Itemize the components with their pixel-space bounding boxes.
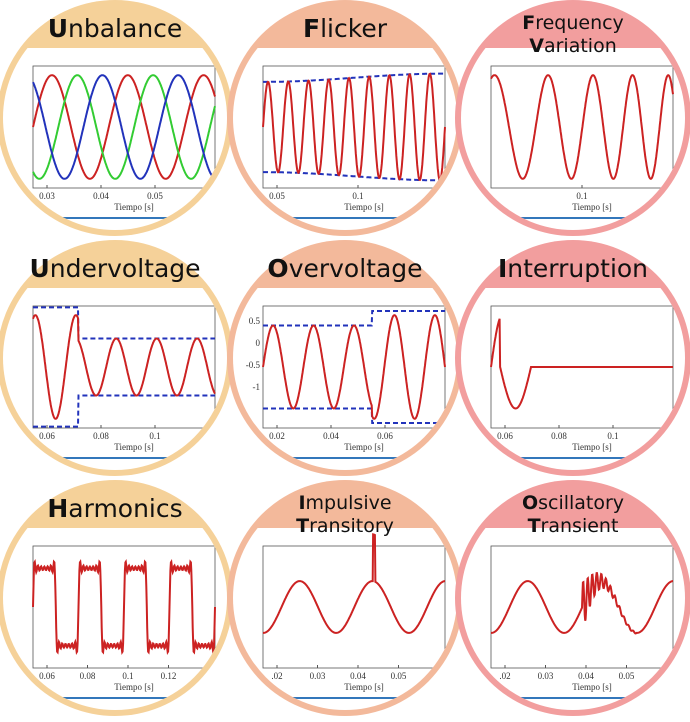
title-line: Unbalance [47,14,183,43]
panel-title: Interruption [458,254,688,283]
envelope [263,171,445,182]
x-tick-label: .02 [499,671,510,681]
x-tick-label: 0.06 [377,431,393,441]
waveform [32,559,216,655]
x-axis-label: Tiempo [s] [344,442,383,452]
title-line: Overvoltage [267,254,423,283]
plot-background [233,528,457,710]
x-tick-label: 0.1 [149,431,160,441]
title-line: Variation [529,35,617,57]
panel-title: Undervoltage [0,254,230,283]
y-tick-label: 0 [256,338,261,348]
waveform [32,74,216,180]
x-axis-label: Tiempo [s] [114,442,153,452]
x-tick-label: 0.08 [551,431,567,441]
waveform [262,72,446,182]
title-line: Frequency [522,12,624,34]
title-line: Transitory [296,515,394,537]
x-tick-label: 0.08 [93,431,109,441]
x-tick-label: 0.1 [122,671,133,681]
title-line: Transient [527,515,619,537]
panel-title: Unbalance [0,14,230,43]
title-line: Impulsive [298,492,392,514]
panel-title: Harmonics [0,494,230,523]
plot-background [233,288,457,470]
x-axis-label: Tiempo [s] [572,442,611,452]
plot-frame [32,305,216,429]
panel-title: Flicker [230,14,460,43]
x-tick-label: 0.12 [161,671,177,681]
x-tick-label: 0.02 [269,431,285,441]
x-tick-label: 0.03 [39,191,55,201]
envelope [33,306,215,340]
panel-title: Overvoltage [230,254,460,283]
x-tick-label: 0.04 [578,671,594,681]
x-tick-label: 0.03 [310,671,326,681]
x-axis-label: Tiempo [s] [344,682,383,692]
x-axis-label: Tiempo [s] [572,202,611,212]
x-tick-label: 0.08 [80,671,96,681]
x-tick-label: 0.1 [352,191,363,201]
envelope [33,394,215,428]
x-tick-label: 0.04 [323,431,339,441]
x-tick-label: 0.06 [39,671,55,681]
plot-background [3,48,227,230]
envelope [263,407,445,424]
waveform [490,318,673,410]
y-tick-label: -0.5 [246,360,261,370]
waveform [263,533,445,634]
x-axis-label: Tiempo [s] [114,202,153,212]
x-tick-label: 0.05 [147,191,163,201]
x-tick-label: 0.1 [576,191,587,201]
x-tick-label: 0.04 [350,671,366,681]
y-tick-label: -1 [253,382,261,392]
plot-frame [490,545,674,669]
title-line: Interruption [497,254,649,283]
plot-background [3,288,227,470]
title-line: Harmonics [47,494,183,523]
waveform [32,314,216,420]
title-line: Flicker [303,14,387,43]
x-tick-label: 0.06 [39,431,55,441]
waveform [491,572,673,635]
x-tick-label: 0.05 [269,191,285,201]
plot-background [461,288,685,470]
x-tick-label: 0.1 [607,431,618,441]
waveform [490,74,674,180]
plot-background [461,528,685,710]
y-tick-label: 0.5 [249,316,261,326]
x-tick-label: 0.05 [391,671,407,681]
waveform [32,74,216,180]
x-axis-label: Tiempo [s] [114,682,153,692]
envelope [263,72,445,83]
plot-frame [262,545,446,669]
x-tick-label: 0.04 [93,191,109,201]
plot-background [3,528,227,710]
panel-title: Impulsive Transitory [230,492,460,538]
panel-title: Frequency Variation [458,12,688,58]
title-line: Undervoltage [29,254,201,283]
panel-title: Oscillatory Transient [458,492,688,538]
waveform [32,74,216,180]
title-line: Oscillatory [521,492,625,514]
x-tick-label: .02 [271,671,282,681]
x-axis-label: Tiempo [s] [572,682,611,692]
x-tick-label: 0.06 [497,431,513,441]
x-axis-label: Tiempo [s] [344,202,383,212]
x-tick-label: 0.05 [619,671,635,681]
waveform [262,314,446,420]
x-tick-label: 0.03 [538,671,554,681]
